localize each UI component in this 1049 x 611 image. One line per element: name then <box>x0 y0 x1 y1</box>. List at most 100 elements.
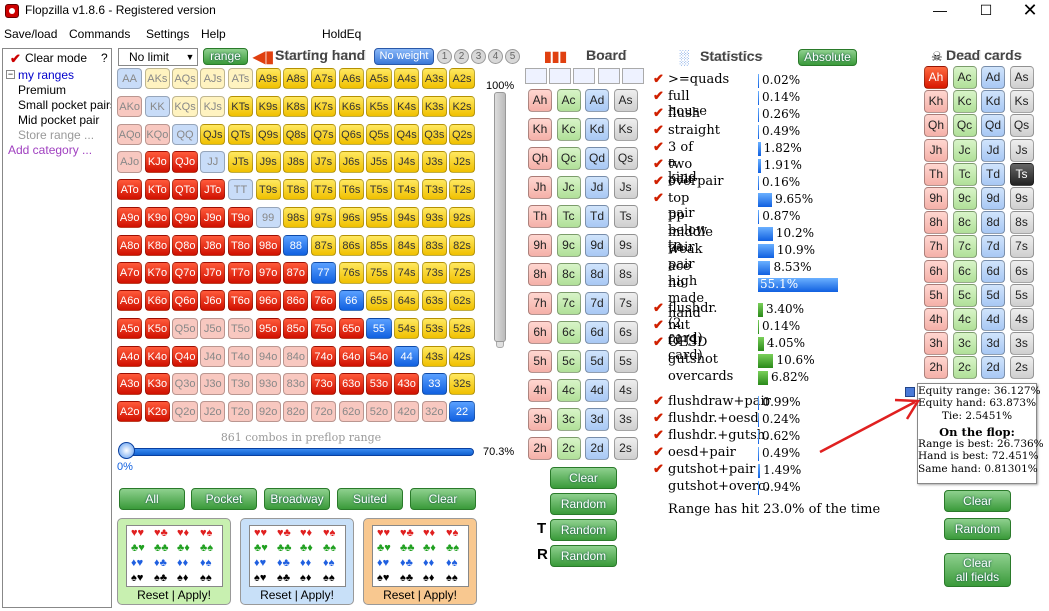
suit-pair-icon[interactable]: ♥♦ <box>177 527 190 539</box>
card-Kc[interactable]: Kc <box>952 90 977 114</box>
hand-cell-83s[interactable]: 83s <box>421 234 447 256</box>
suit-pair-icon[interactable]: ♠♣ <box>400 572 414 584</box>
hand-cell-64o[interactable]: 64o <box>338 345 364 367</box>
hand-cell-Q6s[interactable]: Q6s <box>338 123 364 145</box>
card-6s[interactable]: 6s <box>1009 259 1034 283</box>
card-3d[interactable]: 3d <box>981 332 1005 356</box>
menu-settings[interactable]: Settings <box>146 27 190 41</box>
hand-cell-Q9s[interactable]: Q9s <box>255 123 281 145</box>
dead-clear-button[interactable]: Clear <box>944 490 1011 512</box>
weight-4-button[interactable]: 4 <box>488 49 503 64</box>
range-grid[interactable]: AA AKs AQs AJs ATs A9s A8s A7s A6s A5s A4s A3s A2s AK… <box>117 68 485 430</box>
suit-pair-icon[interactable]: ♥♣ <box>277 527 291 539</box>
card-5s[interactable]: 5s <box>613 350 638 373</box>
card-2d[interactable]: 2d <box>585 437 609 460</box>
hand-cell-86o[interactable]: 86o <box>283 290 309 312</box>
card-Tc[interactable]: Tc <box>556 205 581 228</box>
hand-cell-QTo[interactable]: QTo <box>172 179 198 201</box>
hand-cell-T9s[interactable]: T9s <box>255 179 281 201</box>
suit-pair-icon[interactable]: ♠♦ <box>300 572 312 584</box>
stat-label[interactable]: flushdraw+pair <box>668 394 771 409</box>
panel-splitter[interactable] <box>111 320 113 360</box>
hand-cell-93o[interactable]: 93o <box>255 373 281 395</box>
menu-commands[interactable]: Commands <box>69 27 131 41</box>
hand-cell-QJo[interactable]: QJo <box>172 151 198 173</box>
hand-cell-A7s[interactable]: A7s <box>310 68 337 90</box>
card-Td[interactable]: Td <box>585 205 609 228</box>
hand-cell-43s[interactable]: 43s <box>421 345 447 367</box>
suit-pair-icon[interactable]: ♦♣ <box>154 557 167 569</box>
hand-cell-A5s[interactable]: A5s <box>366 68 392 90</box>
suit-pair-icon[interactable]: ♠♦ <box>423 572 435 584</box>
stat-checkbox[interactable]: ✔ <box>653 410 664 425</box>
card-3c[interactable]: 3c <box>556 408 581 431</box>
suit-pair-icon[interactable]: ♣♦ <box>177 542 190 554</box>
card-Qs[interactable]: Qs <box>1009 114 1034 138</box>
hand-cell-65o[interactable]: 65o <box>338 317 364 340</box>
card-9h[interactable]: 9h <box>528 234 552 257</box>
hand-cell-77[interactable]: 77 <box>310 262 337 284</box>
hand-cell-J3s[interactable]: J3s <box>421 151 447 173</box>
stat-checkbox[interactable]: ✔ <box>653 139 664 154</box>
suit-pair-icon[interactable]: ♦♠ <box>200 557 212 569</box>
suit-pair-icon[interactable]: ♥♦ <box>423 527 436 539</box>
card-8h[interactable]: 8h <box>924 211 948 235</box>
hand-cell-J6o[interactable]: J6o <box>200 290 226 312</box>
stat-label[interactable]: two pair <box>668 157 695 187</box>
hand-cell-96s[interactable]: 96s <box>338 206 364 229</box>
hand-cell-Q8s[interactable]: Q8s <box>283 123 309 145</box>
hand-cell-QJs[interactable]: QJs <box>200 123 226 145</box>
hand-cell-98o[interactable]: 98o <box>255 234 281 256</box>
hand-cell-52s[interactable]: 52s <box>449 317 475 340</box>
no-weight-button[interactable]: No weight <box>374 48 434 65</box>
hand-cell-KK[interactable]: KK <box>144 95 170 118</box>
stat-label[interactable]: middle pair <box>668 225 713 255</box>
hand-cell-88[interactable]: 88 <box>283 234 309 256</box>
suit-pair-icon[interactable]: ♦♥ <box>377 557 390 569</box>
weight-3-button[interactable]: 3 <box>471 49 486 64</box>
hand-cell-85s[interactable]: 85s <box>366 234 392 256</box>
hand-cell-75s[interactable]: 75s <box>366 262 392 284</box>
menu-holdeq[interactable]: HoldEq <box>322 27 362 41</box>
tree-item-premium[interactable]: Premium <box>18 83 67 97</box>
suit-pair-icon[interactable]: ♦♥ <box>131 557 144 569</box>
hand-cell-Q6o[interactable]: Q6o <box>172 290 198 312</box>
hand-cell-Q2s[interactable]: Q2s <box>449 123 475 145</box>
card-Ah[interactable]: Ah <box>924 66 948 89</box>
card-Ac[interactable]: Ac <box>556 89 581 112</box>
card-6d[interactable]: 6d <box>981 259 1005 283</box>
stat-checkbox[interactable]: ✔ <box>653 317 664 332</box>
card-Jh[interactable]: Jh <box>924 138 948 162</box>
hand-cell-33[interactable]: 33 <box>421 373 447 395</box>
tree-item-store-range[interactable]: Store range ... <box>18 128 95 142</box>
stat-checkbox[interactable]: ✔ <box>653 461 664 476</box>
card-8c[interactable]: 8c <box>952 211 977 235</box>
hand-cell-QTs[interactable]: QTs <box>227 123 254 145</box>
card-7c[interactable]: 7c <box>952 235 977 259</box>
board-slot-4[interactable] <box>598 68 620 84</box>
hand-cell-K7o[interactable]: K7o <box>144 262 170 284</box>
hand-cell-TT[interactable]: TT <box>227 179 254 201</box>
suit-pair-icon[interactable]: ♠♠ <box>200 572 212 584</box>
hand-cell-KTo[interactable]: KTo <box>144 179 170 201</box>
preflop-slider-knob[interactable] <box>118 442 135 459</box>
card-2s[interactable]: 2s <box>613 437 638 460</box>
hand-cell-T4o[interactable]: T4o <box>227 345 254 367</box>
hand-cell-Q8o[interactable]: Q8o <box>172 234 198 256</box>
maximize-button[interactable]: ☐ <box>979 2 993 18</box>
stat-checkbox[interactable]: ✔ <box>653 105 664 120</box>
hand-cell-J7o[interactable]: J7o <box>200 262 226 284</box>
hand-cell-42s[interactable]: 42s <box>449 345 475 367</box>
pocket-button[interactable]: Pocket <box>191 488 257 510</box>
card-Qd[interactable]: Qd <box>981 114 1005 138</box>
hand-cell-75o[interactable]: 75o <box>310 317 337 340</box>
board-clear-button[interactable]: Clear <box>550 467 617 489</box>
suit-pair-icon[interactable]: ♦♠ <box>323 557 335 569</box>
hand-cell-K9o[interactable]: K9o <box>144 206 170 229</box>
card-6d[interactable]: 6d <box>585 321 609 344</box>
hand-cell-T3o[interactable]: T3o <box>227 373 254 395</box>
hand-cell-K4o[interactable]: K4o <box>144 345 170 367</box>
hand-cell-AKs[interactable]: AKs <box>144 68 170 90</box>
card-5c[interactable]: 5c <box>556 350 581 373</box>
stat-label[interactable]: overcards <box>668 369 734 384</box>
